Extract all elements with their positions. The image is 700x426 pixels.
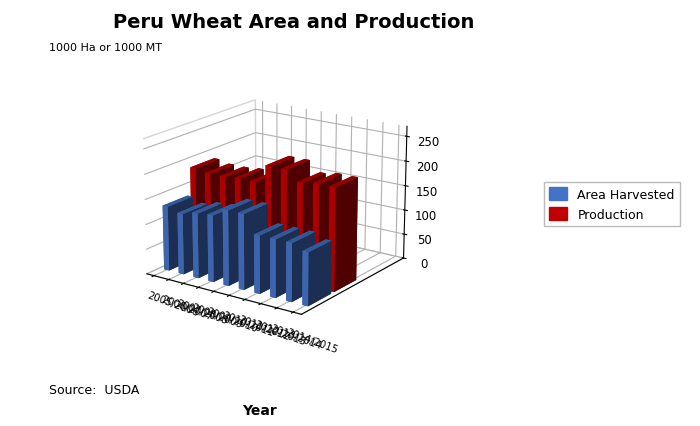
Text: Peru Wheat Area and Production: Peru Wheat Area and Production bbox=[113, 13, 475, 32]
Text: Year: Year bbox=[241, 403, 276, 417]
Text: 1000 Ha or 1000 MT: 1000 Ha or 1000 MT bbox=[49, 43, 162, 52]
Text: Source:  USDA: Source: USDA bbox=[49, 383, 139, 396]
Legend: Area Harvested, Production: Area Harvested, Production bbox=[544, 183, 680, 226]
